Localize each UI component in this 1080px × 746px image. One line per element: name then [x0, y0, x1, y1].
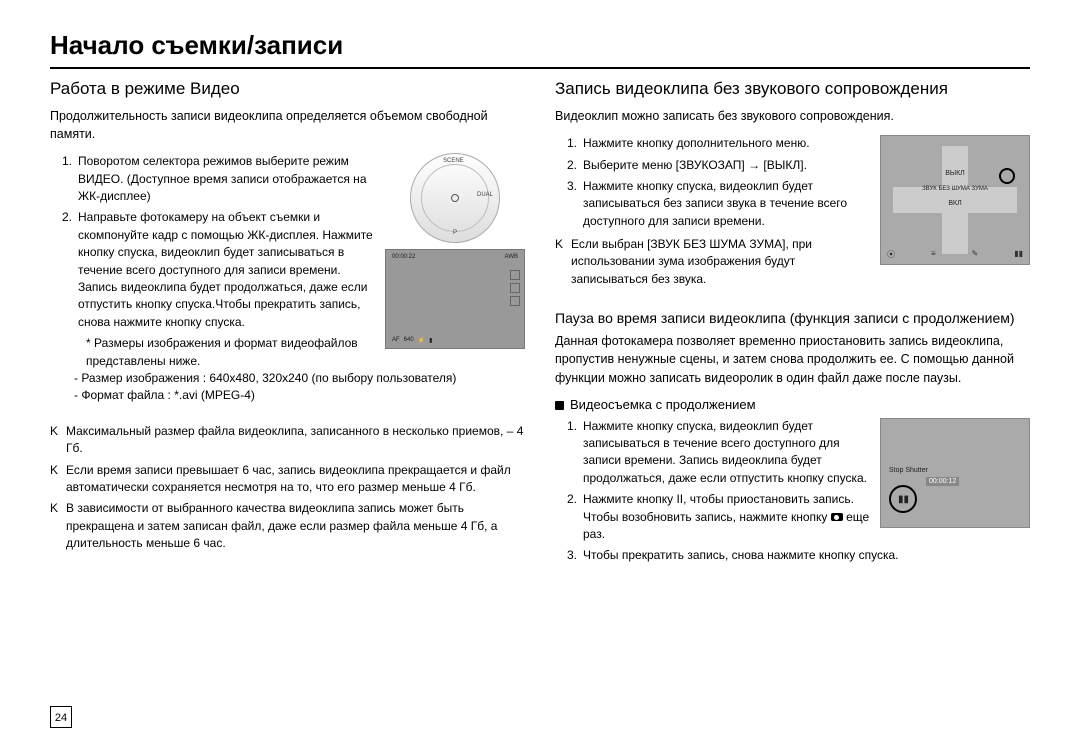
- left-heading: Работа в режиме Видео: [50, 79, 525, 99]
- menu-highlight-circle-icon: [999, 168, 1015, 184]
- left-step-1: 1.Поворотом селектора режимов выберите р…: [62, 153, 377, 205]
- pause-figure-wrap: Stop Shutter 00:00:12 ▮▮: [880, 418, 1030, 528]
- left-note-1: KМаксимальный размер файла видеоклипа, з…: [50, 423, 525, 458]
- spec-size: - Размер изображения : 640x480, 320x240 …: [74, 370, 525, 387]
- content-columns: Работа в режиме Видео Продолжительность …: [50, 79, 1030, 569]
- dial-label-dual: DUAL: [477, 192, 493, 198]
- sec2-intro: Данная фотокамера позволяет временно при…: [555, 332, 1030, 386]
- left-figures: SCENE DUAL P 00:00:22 AWB AF 640 ⚡: [385, 153, 525, 349]
- square-bullet-icon: [555, 401, 564, 410]
- left-note-2: KЕсли время записи превышает 6 час, запи…: [50, 462, 525, 497]
- page-title: Начало съемки/записи: [50, 30, 1030, 69]
- left-notes: KМаксимальный размер файла видеоклипа, з…: [50, 423, 525, 553]
- sec2-sub: Видеосъемка с продолжением: [555, 397, 1030, 412]
- pause-icon: ▮▮: [898, 494, 909, 505]
- spec-format: - Формат файла : *.avi (MPEG-4): [74, 387, 525, 404]
- sound-menu-figure: ВЫКЛ ЗВУК БЕЗ ШУМА ЗУМА ВКЛ ⦿≡✎▮▮: [880, 135, 1030, 265]
- lcd-preview-figure: 00:00:22 AWB AF 640 ⚡ ▮: [385, 249, 525, 349]
- dial-label-scene: SCENE: [443, 158, 464, 164]
- right-column: Запись видеоклипа без звукового сопровож…: [555, 79, 1030, 569]
- lcd-side-icons: [510, 270, 520, 306]
- sec1-step-1: 1.Нажмите кнопку дополнительного меню.: [567, 135, 872, 152]
- lcd-flash-icon: ⚡: [418, 337, 425, 344]
- menu-row-nozoom: ЗВУК БЕЗ ШУМА ЗУМА: [881, 186, 1029, 192]
- left-intro: Продолжительность записи видеоклипа опре…: [50, 107, 525, 143]
- page-number: 24: [50, 706, 72, 728]
- left-note-3: KВ зависимости от выбранного качества ви…: [50, 500, 525, 552]
- pause-figure: Stop Shutter 00:00:12 ▮▮: [880, 418, 1030, 528]
- record-button-icon: [831, 513, 843, 521]
- lcd-af: AF: [392, 337, 400, 344]
- sec1-note: KЕсли выбран [ЗВУК БЕЗ ШУМА ЗУМА], при и…: [555, 236, 872, 288]
- sec2-heading: Пауза во время записи видеоклипа (функци…: [555, 310, 1030, 326]
- sec2-step-2: 2.Нажмите кнопку II, чтобы приостановить…: [567, 491, 872, 543]
- sec1-step-2: 2.Выберите меню [ЗВУКОЗАП] → [ВЫКЛ].: [567, 157, 872, 174]
- pause-time: 00:00:12: [926, 477, 959, 486]
- mode-dial-figure: SCENE DUAL P: [410, 153, 500, 243]
- left-step-2: 2.Направьте фотокамеру на объект съемки …: [62, 209, 377, 331]
- left-column: Работа в режиме Видео Продолжительность …: [50, 79, 525, 569]
- dial-label-p: P: [453, 230, 457, 236]
- dial-center-icon: [451, 194, 459, 202]
- lcd-time: 00:00:22: [392, 254, 415, 260]
- lcd-res: 640: [404, 337, 414, 344]
- pause-label: Stop Shutter: [889, 467, 928, 474]
- sec1-step-3: 3.Нажмите кнопку спуска, видеоклип будет…: [567, 178, 872, 230]
- lcd-awb: AWB: [505, 254, 518, 260]
- menu-figure-wrap: ВЫКЛ ЗВУК БЕЗ ШУМА ЗУМА ВКЛ ⦿≡✎▮▮: [880, 135, 1030, 265]
- menu-row-on: ВКЛ: [881, 200, 1029, 207]
- sec2-step-3: 3.Чтобы прекратить запись, снова нажмите…: [567, 547, 1030, 564]
- sec1-intro: Видеоклип можно записать без звукового с…: [555, 107, 1030, 125]
- sec1-heading: Запись видеоклипа без звукового сопровож…: [555, 79, 1030, 99]
- menu-bottom-icons: ⦿≡✎▮▮: [887, 249, 1023, 260]
- lcd-battery-icon: ▮: [429, 337, 432, 344]
- sec2-step-1: 1.Нажмите кнопку спуска, видеоклип будет…: [567, 418, 872, 488]
